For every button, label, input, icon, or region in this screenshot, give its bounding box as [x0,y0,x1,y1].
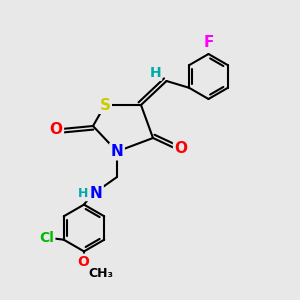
Text: N: N [111,144,123,159]
Text: Cl: Cl [39,231,54,245]
Text: S: S [100,98,110,112]
Text: H: H [149,66,161,80]
Text: N: N [90,186,102,201]
Text: F: F [203,35,214,50]
Text: H: H [78,187,88,200]
Text: CH₃: CH₃ [88,267,114,280]
Text: O: O [174,141,188,156]
Text: O: O [50,122,63,136]
Text: O: O [77,255,89,269]
